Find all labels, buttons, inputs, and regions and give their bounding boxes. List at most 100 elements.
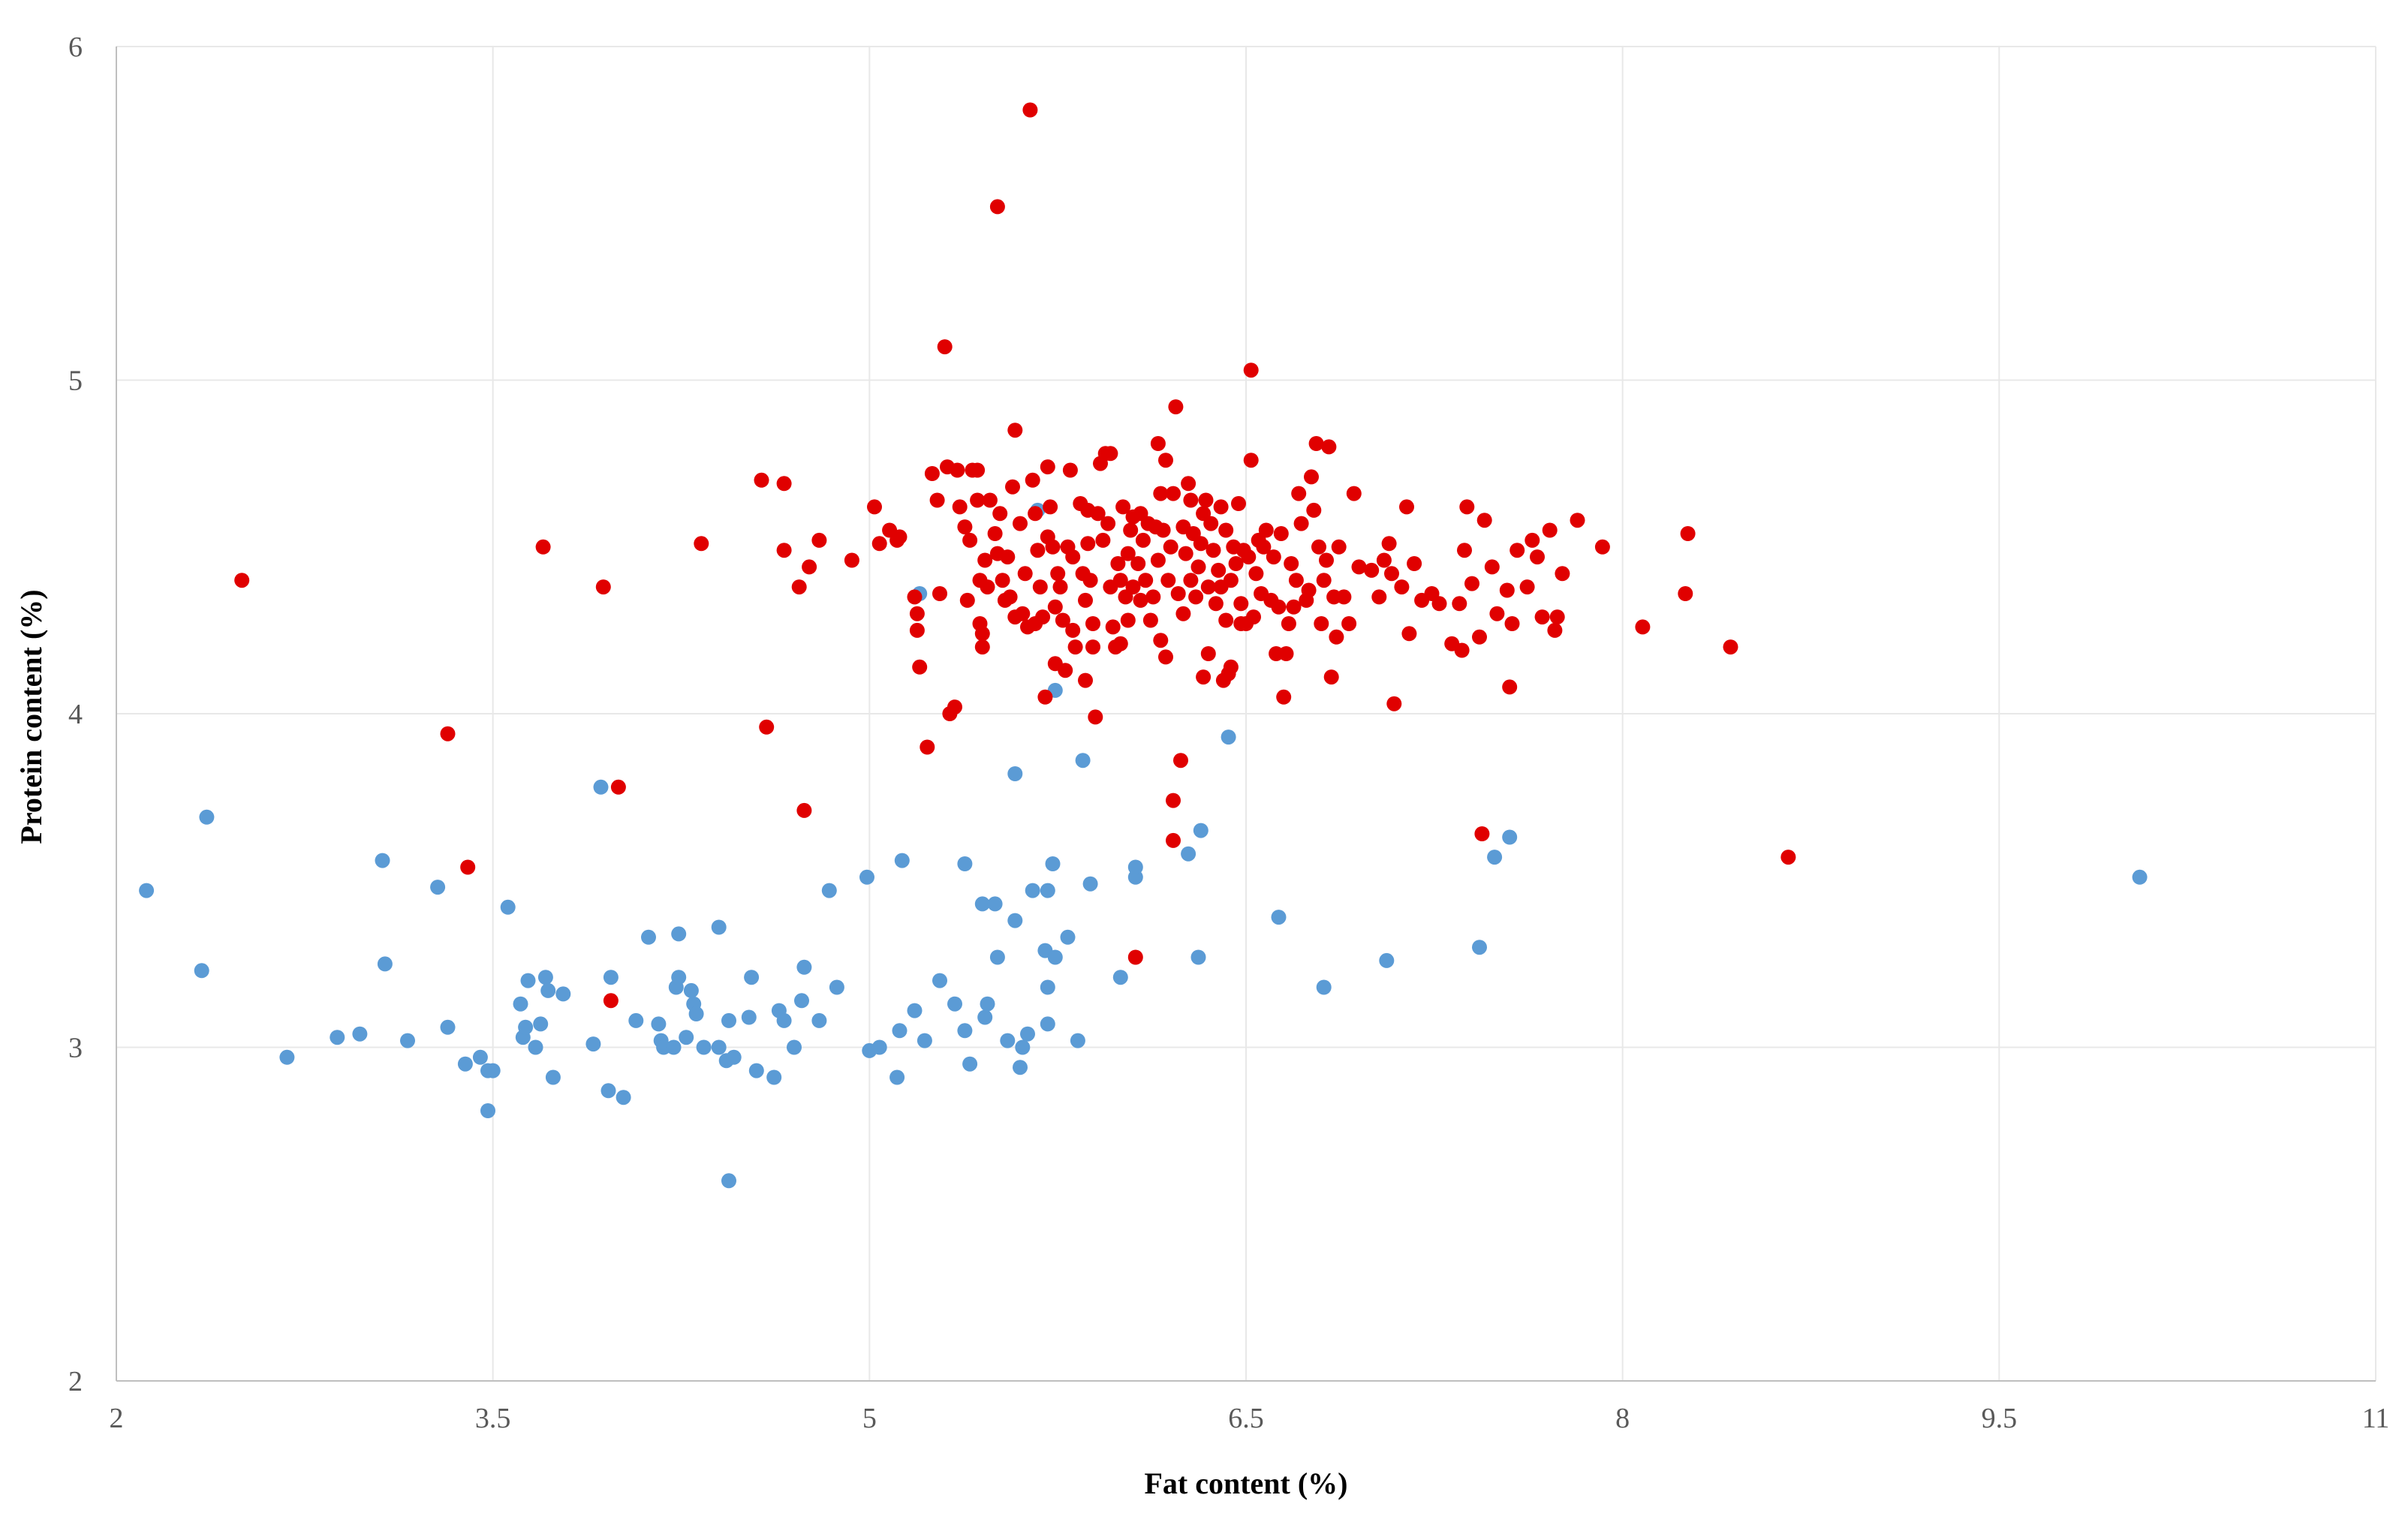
data-point [1502,679,1518,695]
data-point [1221,729,1236,745]
data-point [1489,606,1505,621]
data-point [641,929,656,945]
data-point [199,809,215,825]
data-point [1110,556,1126,571]
data-point [1158,453,1173,468]
data-point [1088,709,1103,725]
data-point [962,1056,978,1072]
data-point [537,970,553,985]
data-point [1258,522,1274,538]
data-point [1045,539,1061,555]
data-point [1316,979,1332,995]
data-point [1379,952,1395,968]
data-point [711,919,727,935]
data-point [1085,616,1100,631]
data-point [929,492,945,508]
data-point [1301,582,1317,598]
data-point [1284,556,1299,571]
data-point [1166,486,1181,501]
data-point [234,573,250,588]
data-point [1138,573,1154,588]
data-point [1040,1016,1055,1032]
data-point [1015,606,1031,621]
data-point [1286,599,1302,615]
data-point [1525,532,1540,548]
x-tick-label: 5 [862,1403,877,1434]
data-point [932,973,947,988]
data-point [1120,612,1136,628]
data-point [1112,573,1128,588]
data-point [545,1069,561,1085]
data-point [1273,526,1289,541]
data-point [1040,459,1055,475]
data-point [1075,753,1091,769]
data-point [430,880,446,895]
data-point [1100,516,1116,531]
data-point [1045,856,1061,871]
data-point [811,1012,827,1028]
y-tick-label: 3 [68,1033,83,1064]
data-point [1308,436,1324,451]
data-point [992,506,1008,522]
data-point [1153,486,1169,501]
data-point [1043,499,1058,515]
data-point [1321,439,1337,455]
data-point [787,1039,802,1055]
data-point [1190,949,1206,965]
data-point [1080,536,1096,552]
data-point [628,1012,644,1028]
data-point [2132,869,2148,885]
data-point [1502,829,1518,845]
data-point [1223,659,1239,675]
x-axis-title: Fat content (%) [1144,1466,1347,1500]
data-point [671,970,687,985]
data-point [1133,592,1148,608]
y-tick-label: 5 [68,365,83,397]
data-point [1293,516,1309,531]
grid-lines [116,46,2376,1381]
data-point [1127,859,1143,875]
data-point [1155,522,1171,538]
data-point [1306,502,1322,518]
x-tick-label: 9.5 [1982,1403,2018,1434]
data-point [1168,399,1184,415]
data-point [1158,649,1173,665]
data-point [555,986,571,1002]
data-points [139,102,2148,1189]
data-point [947,699,962,715]
data-point [540,982,556,998]
data-point [1549,609,1565,625]
data-point [1203,516,1219,531]
data-point [1484,559,1500,575]
data-point [1067,639,1083,655]
data-point [1519,579,1535,595]
data-point [917,1033,932,1048]
data-point [1055,612,1070,628]
data-point [1183,492,1199,508]
data-point [1454,642,1470,658]
data-point [1555,566,1570,582]
data-point [1028,506,1043,522]
data-point [1181,846,1196,862]
data-point [987,526,1003,541]
data-point [1163,539,1178,555]
data-point [694,536,709,552]
data-point [909,622,925,638]
data-point [1331,539,1347,555]
data-point [759,719,775,735]
data-point [977,552,993,568]
data-point [1228,556,1244,571]
data-point [1723,639,1738,655]
data-point [711,1039,727,1055]
data-point [1145,589,1161,605]
data-point [1082,876,1098,892]
data-point [610,779,626,795]
data-point [1178,546,1193,561]
data-point [1472,940,1487,955]
data-point [375,853,390,868]
data-point [987,896,1003,912]
data-point [811,532,827,548]
data-point [460,859,476,875]
data-point [1085,639,1100,655]
